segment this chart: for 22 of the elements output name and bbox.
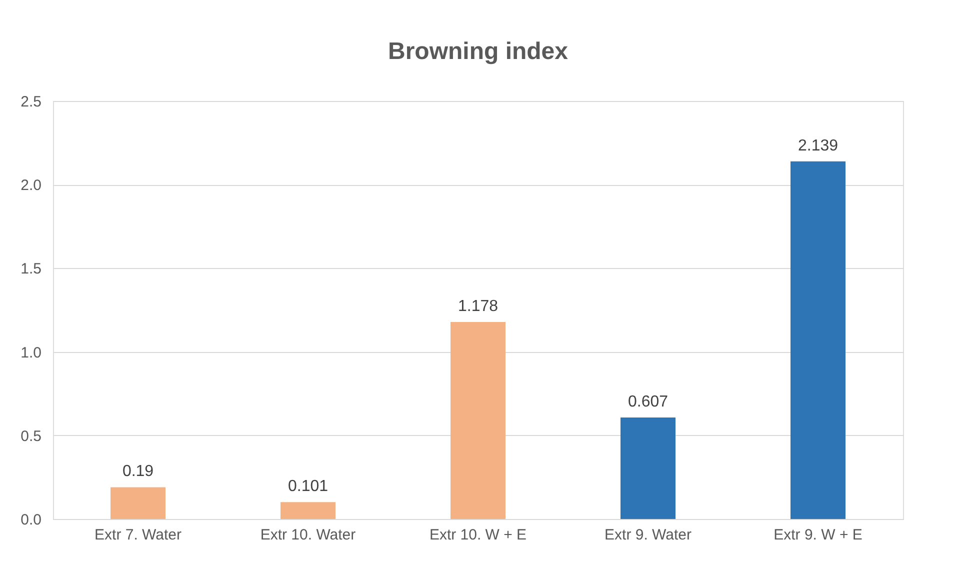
x-tick-label: Extr 9. Water <box>604 526 692 544</box>
x-tick-label: Extr 10. W + E <box>429 526 527 544</box>
y-tick-label: 1.0 <box>20 344 42 362</box>
x-tick-label: Extr 10. Water <box>260 526 356 544</box>
data-label: 0.19 <box>122 463 154 480</box>
chart-title: Browning index <box>388 38 569 65</box>
data-label: 2.139 <box>798 137 838 154</box>
y-tick-label: 2.5 <box>20 94 42 110</box>
y-tick-label: 0.0 <box>20 512 42 528</box>
x-tick-label: Extr 9. W + E <box>774 526 862 544</box>
y-tick-label: 2.0 <box>20 177 42 194</box>
data-label: 1.178 <box>458 298 498 316</box>
bar <box>110 487 166 519</box>
x-tick-label: Extr 7. Water <box>94 526 182 544</box>
bar <box>280 502 336 519</box>
bar <box>450 322 506 519</box>
bar <box>790 161 846 519</box>
y-tick-label: 0.5 <box>20 428 42 445</box>
data-label: 0.101 <box>288 478 328 496</box>
y-tick-label: 1.5 <box>20 260 42 278</box>
data-label: 0.607 <box>628 394 668 411</box>
bar <box>620 418 676 519</box>
